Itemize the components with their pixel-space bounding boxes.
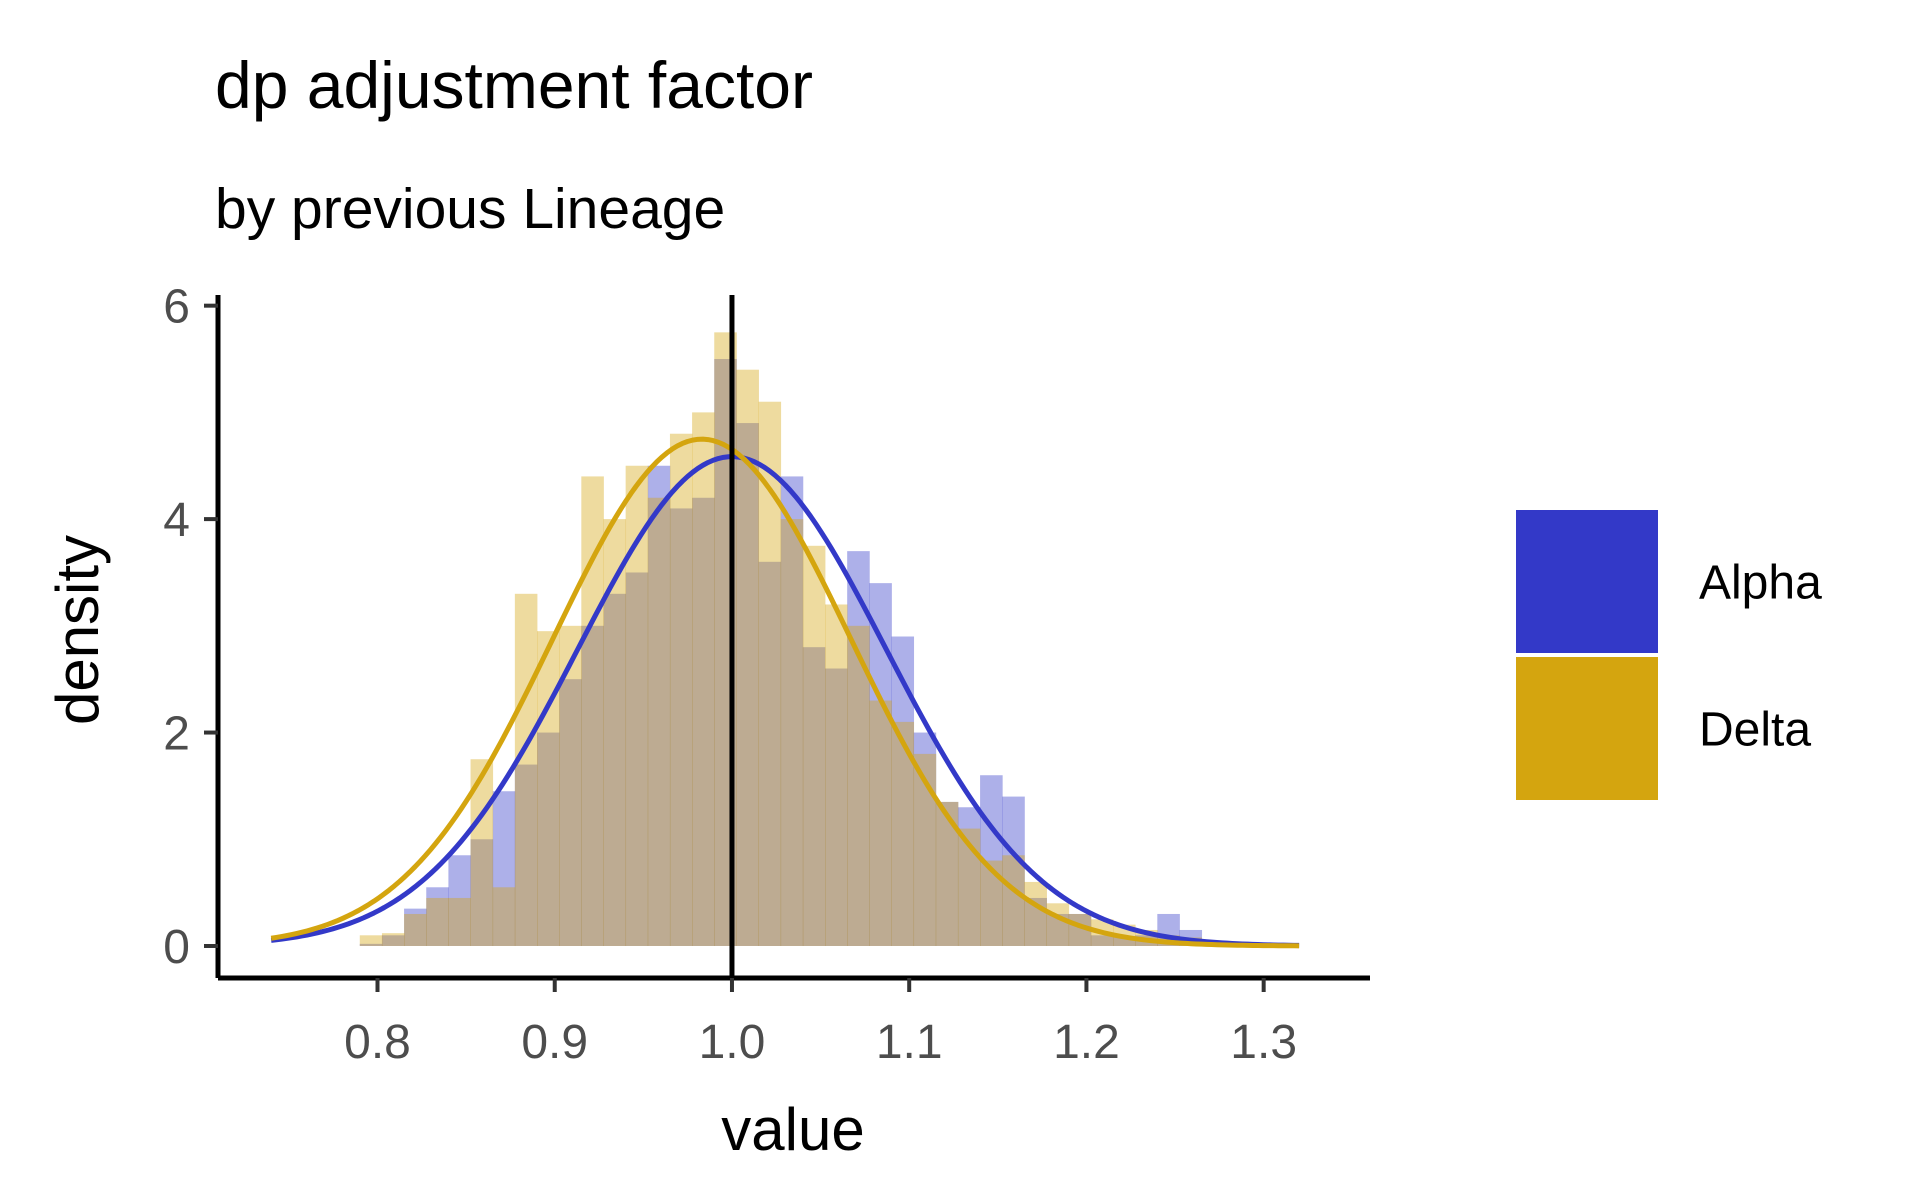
histogram-bar-alpha <box>514 764 538 946</box>
histogram-bar-delta <box>980 860 1003 946</box>
histogram-bar-delta <box>603 519 627 946</box>
histogram-bar-delta <box>426 897 449 946</box>
x-axis-ticks: 0.8 0.9 1.0 1.1 1.2 1.3 <box>344 978 1297 1069</box>
histogram-bar-alpha <box>1090 935 1114 946</box>
histogram-bar-alpha <box>669 508 693 946</box>
histogram-bar-alpha <box>1002 796 1025 946</box>
histogram-bar-alpha <box>780 476 804 946</box>
histogram-bar-alpha <box>559 679 582 946</box>
histogram-bar-delta <box>448 897 471 946</box>
histogram-bar-delta <box>559 625 582 946</box>
x-tick-label: 0.8 <box>344 1016 411 1069</box>
histogram-bar-delta <box>492 887 516 946</box>
x-tick-label: 1.0 <box>699 1016 766 1069</box>
histogram-bar-delta <box>736 369 759 946</box>
histogram-bar-delta <box>913 753 937 946</box>
histogram-bar-alpha <box>891 636 915 946</box>
histogram-bar-alpha <box>359 943 383 946</box>
legend-key-alpha <box>1516 510 1658 653</box>
legend: Alpha Delta <box>1516 510 1822 800</box>
density-curve-delta <box>270 436 1300 949</box>
histogram-bar-delta <box>1046 903 1070 946</box>
y-tick-label: 2 <box>163 708 190 761</box>
density-curves <box>270 436 1300 949</box>
y-tick-label: 0 <box>163 921 190 974</box>
y-tick-label: 6 <box>163 281 190 334</box>
density-curve-alpha <box>270 454 1300 948</box>
histogram-bar-delta <box>359 935 383 946</box>
histogram-bar-alpha <box>625 572 649 946</box>
histogram-bar-delta <box>1002 855 1025 946</box>
legend-label-delta: Delta <box>1699 704 1811 757</box>
histogram-bar-alpha <box>692 497 715 946</box>
legend-key-delta <box>1516 657 1658 800</box>
histogram-bar-alpha <box>825 668 848 946</box>
histogram-bar-alpha <box>492 791 516 946</box>
histogram-bar-alpha <box>404 908 427 946</box>
histogram-bar-delta <box>847 625 870 946</box>
legend-label-alpha: Alpha <box>1699 557 1822 610</box>
histogram-bar-delta <box>537 631 560 946</box>
histogram-bar-delta <box>581 476 604 946</box>
histogram-bar-alpha <box>470 839 494 946</box>
histogram-bar-delta <box>669 433 693 946</box>
x-tick-label: 1.2 <box>1053 1016 1120 1069</box>
histogram-bar-alpha <box>736 423 759 946</box>
histogram-bar-alpha <box>381 935 405 946</box>
histogram-bar-alpha <box>537 732 560 946</box>
histogram-bar-delta <box>381 933 405 946</box>
histogram-bar-alpha <box>603 593 627 946</box>
y-axis-label: density <box>44 535 111 725</box>
x-tick-label: 1.1 <box>876 1016 943 1069</box>
histogram-bar-delta <box>692 412 715 946</box>
histogram-bar-delta <box>514 593 538 946</box>
chart-subtitle: by previous Lineage <box>215 177 725 241</box>
y-axis-ticks: 0 2 4 6 <box>163 281 218 974</box>
y-tick-label: 4 <box>163 494 190 547</box>
histogram-bar-alpha <box>581 625 604 946</box>
axes <box>215 295 1370 981</box>
histogram-bar-delta <box>625 465 649 946</box>
histogram-bar-delta <box>935 801 959 946</box>
histogram-bar-alpha <box>647 465 671 946</box>
histogram-bar-delta <box>825 604 848 946</box>
histogram-bar-delta <box>647 497 671 946</box>
histogram-bar-alpha <box>426 887 449 946</box>
x-tick-label: 0.9 <box>521 1016 588 1069</box>
x-tick-label: 1.3 <box>1230 1016 1297 1069</box>
histogram-bar-alpha <box>802 647 826 946</box>
histogram-bar-delta <box>1024 881 1047 946</box>
histogram-bar-delta <box>869 700 892 946</box>
histogram-bar-alpha <box>847 551 870 946</box>
histogram-bar-delta <box>957 828 981 946</box>
histogram-bar-delta <box>404 913 427 946</box>
histogram-bar-alpha <box>869 583 892 946</box>
histogram-bar-delta <box>891 721 915 946</box>
histogram-bar-alpha <box>448 855 471 946</box>
histogram-bar-alpha <box>935 801 959 946</box>
histogram-bar-delta <box>758 401 782 946</box>
histogram-bar-delta <box>780 519 804 946</box>
chart-title: dp adjustment factor <box>215 48 813 122</box>
x-axis-label: value <box>721 1096 864 1163</box>
histogram-bar-alpha <box>1113 937 1136 946</box>
histogram-bar-alpha <box>758 561 782 946</box>
histogram-bars <box>359 332 1291 946</box>
histogram-bar-delta <box>802 545 826 946</box>
